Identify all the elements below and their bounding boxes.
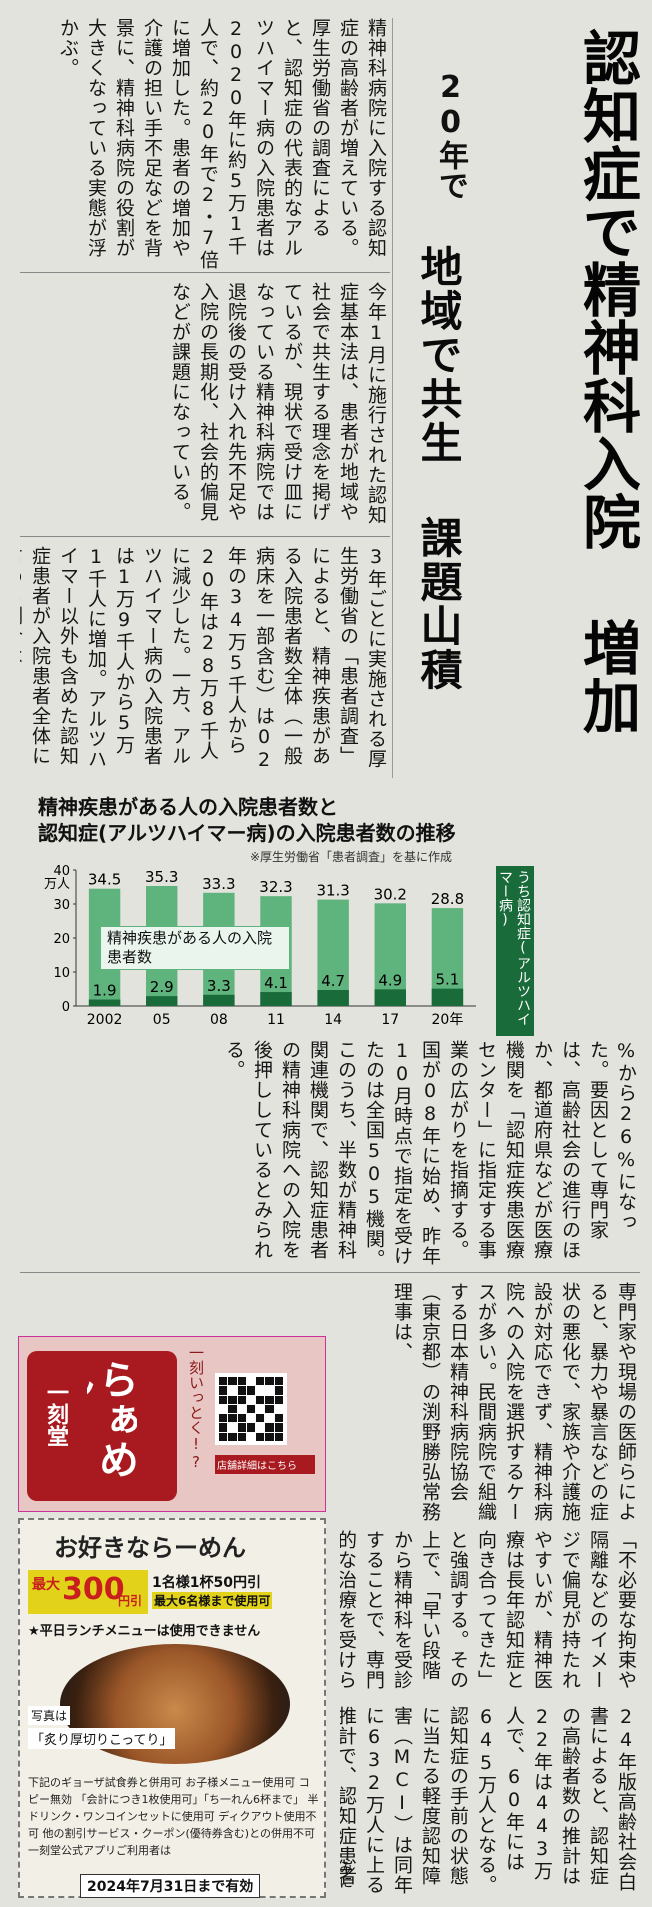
article-text-left-2: 専門家や現場の医師らによると、暴力や暴言などの症状の悪化で、家族や介護施設が対応… <box>391 1282 637 1522</box>
y-tick-label: 0 <box>62 1000 70 1015</box>
legend-sub-box: うち認知症(アルツハイマー病) <box>496 866 534 1036</box>
article-text-left-5: みに面は「誰思い心の <box>337 1860 353 1890</box>
bar-alzheimer <box>260 992 292 1006</box>
chart-title-line1: 精神疾患がある人の入院患者数と <box>38 795 338 819</box>
ad-logo-text: らぁめん <box>87 1359 137 1479</box>
photo-caption-a: 写真は <box>28 1706 71 1725</box>
data-label-mental-illness: 31.3 <box>316 882 349 900</box>
data-label-alzheimer: 5.1 <box>435 971 459 989</box>
x-tick-label: 20年 <box>432 1012 464 1028</box>
ad-shop-name: 一刻堂 <box>43 1381 68 1447</box>
chart-block: 精神疾患がある人の入院患者数と 認知症(アルツハイマー病)の入院患者数の推移 ※… <box>20 786 620 1036</box>
headline-sub-regional: 地域で共生 課題山積 <box>414 245 463 692</box>
price-badge: 最大 300 円引 <box>28 1570 148 1614</box>
qr-code[interactable] <box>215 1373 287 1445</box>
y-tick-label: 40 <box>53 864 70 879</box>
headline-sub-ratio: 20年で2.7倍 <box>433 70 468 200</box>
price-suffix: 円引 <box>118 1594 143 1608</box>
chart-title-line2: 認知症(アルツハイマー病)の入院患者数の推移 <box>38 821 456 845</box>
y-tick-label: 20 <box>53 932 70 947</box>
price-value: 300 <box>62 1572 125 1607</box>
bar-alzheimer <box>317 990 349 1006</box>
bar-alzheimer <box>203 994 235 1006</box>
coupon-rules: 下記のギョーザ試食券と併用可 お子様メニュー使用可 コピー無効 「会計につき1枚… <box>28 1776 319 1857</box>
bar-alzheimer <box>374 989 406 1006</box>
column-rule <box>20 272 390 273</box>
article-text-right-3: 3年ごとに実施される厚生労働省の「患者調査」によると、精神疾患がある入院患者数全… <box>20 546 387 772</box>
bar-mental-illness <box>374 903 406 1006</box>
headline-main: 認知症で精神科入院 増加 <box>573 28 640 734</box>
data-label-mental-illness: 32.3 <box>259 878 292 896</box>
x-tick-label: 05 <box>153 1012 171 1028</box>
coupon: お好きならーめん 最大 300 円引 1名様1杯50円引 最大6名様まで使用可 … <box>18 1518 326 1898</box>
discount-line2: 最大6名様まで使用可 <box>152 1592 273 1609</box>
y-axis-unit: 万人 <box>44 877 70 892</box>
bar-alzheimer <box>146 996 178 1006</box>
coupon-title: お好きならーめん <box>54 1534 246 1562</box>
data-label-mental-illness: 33.3 <box>202 875 235 893</box>
legend-main-box: 精神疾患がある人の入院患者数 <box>100 926 290 970</box>
discount-line1: 1名様1杯50円引 <box>152 1575 261 1591</box>
bar-alzheimer <box>431 988 464 1006</box>
article-text-left-1: %から26%になった。要因として専門家は、高齢社会の進行のほか、都道府県などが医… <box>223 1040 637 1269</box>
x-tick-label: 2002 <box>87 1012 123 1028</box>
legend-main-label: 精神疾患がある人の入院患者数 <box>107 929 273 966</box>
qr-caption: 店舗詳細はこちら <box>215 1455 315 1474</box>
photo-caption-b: 「炙り厚切りこってり」 <box>28 1728 176 1749</box>
legend-sub-label: うち認知症(アルツハイマー病) <box>497 870 531 1026</box>
ad-logo-block: らぁめん 一刻堂 <box>27 1351 177 1501</box>
data-label-alzheimer: 3.3 <box>207 977 231 995</box>
x-tick-label: 11 <box>267 1012 285 1028</box>
column-rule <box>20 536 390 537</box>
x-tick-label: 14 <box>324 1012 342 1028</box>
data-label-alzheimer: 4.9 <box>378 971 402 989</box>
section-divider <box>392 18 393 778</box>
data-label-alzheimer: 1.9 <box>93 982 117 1000</box>
article-text-left-4: 24年版高齢社会白書によると、認知症の高齢者数の推計は22年は443万人で、60… <box>340 1706 637 1895</box>
lunch-note: ★平日ランチメニューは使用できません <box>28 1624 261 1639</box>
article-text-right-1: 精神科病院に入院する認知症の高齢者が増えている。厚生労働省の調査によると、認知症… <box>57 18 387 270</box>
ad-tagline: 一刻いっとく!? <box>187 1345 205 1471</box>
data-label-alzheimer: 2.9 <box>150 978 174 996</box>
article-text-left-3: 「不必要な拘束や隔離などのイメージで偏見が持たれやすいが、精神医療は長年認知症と… <box>340 1530 637 1690</box>
y-tick-label: 10 <box>53 966 70 981</box>
data-label-mental-illness: 28.8 <box>431 890 464 908</box>
bar-mental-illness <box>317 899 349 1006</box>
x-tick-label: 08 <box>210 1012 228 1028</box>
x-tick-label: 17 <box>381 1012 399 1028</box>
price-prefix: 最大 <box>32 1577 60 1593</box>
data-label-mental-illness: 34.5 <box>88 871 121 889</box>
article-text-right-2: 今年1月に施行された認知症基本法は、患者が地域や社会で共生する理念を掲げているが… <box>169 282 387 525</box>
data-label-alzheimer: 4.7 <box>321 972 345 990</box>
chart-source-note: ※厚生労働省「患者調査」を基に作成 <box>250 850 453 864</box>
data-label-mental-illness: 30.2 <box>374 885 407 903</box>
valid-until: 2024年7月31日まで有効 <box>80 1874 261 1898</box>
ad-banner: らぁめん 一刻堂 一刻いっとく!? 店舗詳細はこちら <box>18 1336 326 1512</box>
y-tick-label: 30 <box>53 898 70 913</box>
data-label-alzheimer: 4.1 <box>264 974 288 992</box>
column-rule <box>20 1272 640 1273</box>
data-label-mental-illness: 35.3 <box>145 868 178 886</box>
bar-alzheimer <box>88 999 121 1006</box>
